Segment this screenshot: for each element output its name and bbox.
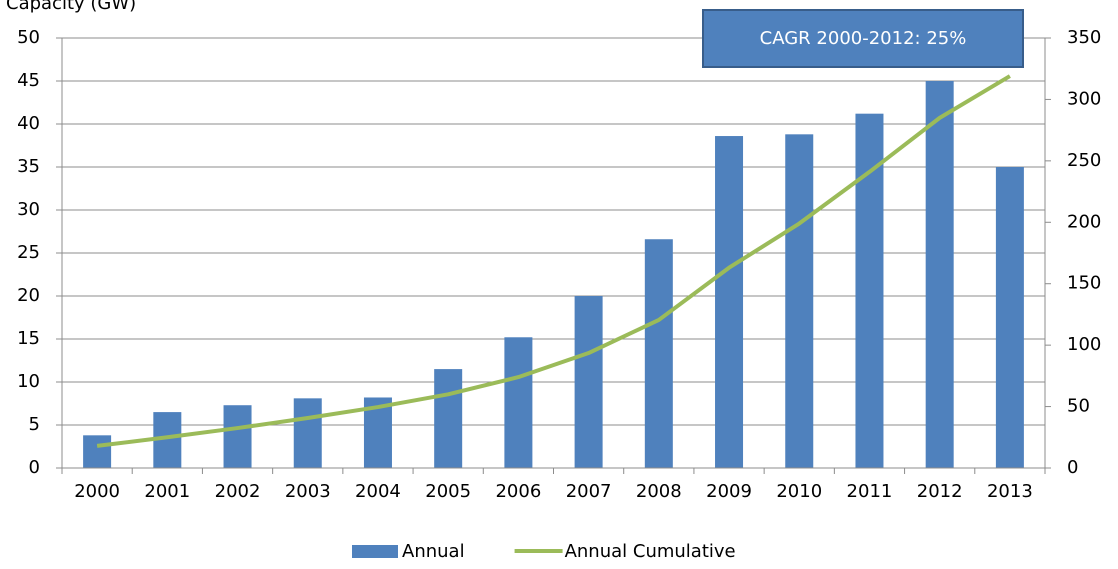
annotation: CAGR 2000-2012: 25% — [760, 28, 967, 49]
x-tick-label: 2000 — [74, 481, 120, 502]
y2-tick-label: 150 — [1067, 273, 1101, 294]
bar — [434, 369, 463, 468]
bar — [293, 398, 322, 468]
bar — [995, 167, 1024, 468]
bar — [574, 296, 603, 468]
y2-tick-label: 100 — [1067, 334, 1101, 355]
y2-tick-label: 300 — [1067, 88, 1101, 109]
bar — [715, 136, 744, 469]
y2-tick-label: 200 — [1067, 211, 1101, 232]
y-tick-label: 5 — [29, 414, 40, 435]
line — [96, 74, 1011, 448]
y-tick-label: 25 — [17, 242, 40, 263]
x-tick-label: 2006 — [495, 481, 541, 502]
annotation-box — [702, 9, 1024, 68]
x-tick-label: 2010 — [776, 481, 822, 502]
bar — [83, 435, 112, 468]
legend-label: Annual — [402, 541, 465, 562]
chart-title: Capacity (GW) — [6, 0, 136, 14]
x-tick-label: 2011 — [847, 481, 893, 502]
x-tick-label: 2004 — [355, 481, 401, 502]
x-tick-label: 2007 — [566, 481, 612, 502]
x-tick-label: 2013 — [987, 481, 1033, 502]
x-tick-label: 2002 — [215, 481, 261, 502]
y2-tick-label: 0 — [1067, 457, 1078, 478]
y-tick-label: 50 — [17, 27, 40, 48]
y-tick-label: 10 — [17, 371, 40, 392]
y-tick-label: 35 — [17, 156, 40, 177]
y2-tick-label: 50 — [1067, 396, 1090, 417]
x-tick-label: 2009 — [706, 481, 752, 502]
x-tick-label: 2012 — [917, 481, 963, 502]
y2-tick-label: 250 — [1067, 150, 1101, 171]
bar — [223, 405, 252, 468]
legend-label: Annual Cumulative — [565, 541, 736, 562]
y-tick-label: 40 — [17, 113, 40, 134]
y-tick-label: 30 — [17, 199, 40, 220]
y-tick-label: 15 — [17, 328, 40, 349]
bar — [644, 239, 673, 468]
bar — [504, 337, 533, 468]
y-tick-label: 45 — [17, 70, 40, 91]
x-tick-label: 2005 — [425, 481, 471, 502]
bar — [925, 81, 954, 468]
x-tick-label: 2003 — [285, 481, 331, 502]
y-tick-label: 20 — [17, 285, 40, 306]
y2-tick-label: 350 — [1067, 27, 1101, 48]
legend-swatch — [352, 545, 398, 558]
x-tick-label: 2001 — [144, 481, 190, 502]
y-tick-label: 0 — [29, 457, 40, 478]
x-tick-label: 2008 — [636, 481, 682, 502]
bar — [785, 134, 814, 468]
